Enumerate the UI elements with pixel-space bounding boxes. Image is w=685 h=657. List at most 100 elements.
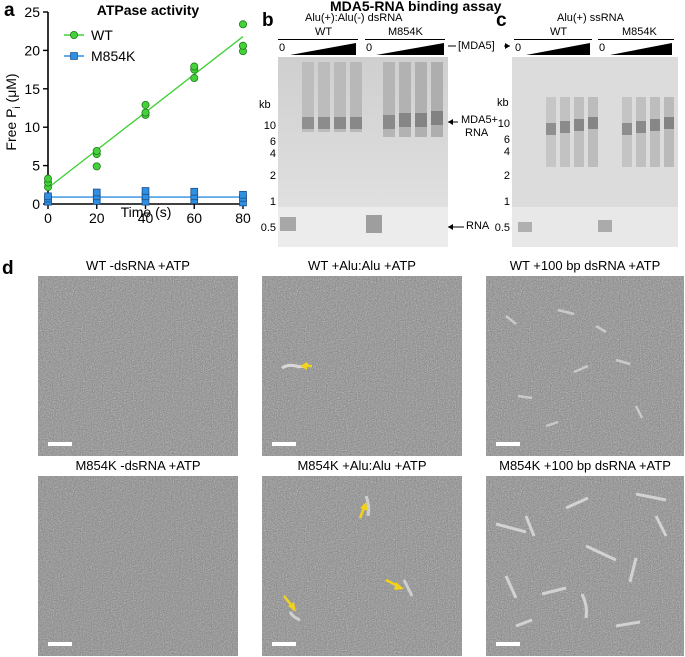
y-tick-label: 0 xyxy=(32,196,40,212)
scale-bar xyxy=(496,642,520,646)
y-tick-label: 20 xyxy=(24,42,40,58)
gel-c-marker-0.5: 0.5 xyxy=(494,222,510,234)
x-tick-label: 80 xyxy=(235,210,251,226)
short-filaments xyxy=(505,308,644,428)
x-tick-label: 20 xyxy=(89,210,105,226)
data-point-m854k xyxy=(92,188,101,197)
em-image-m854k-no-dsrna xyxy=(38,476,238,656)
data-point-wt xyxy=(44,174,53,183)
em-image-wt-alu-alu xyxy=(262,276,462,456)
em-title-m854k-100bp: M854K +100 bp dsRNA +ATP xyxy=(499,458,671,473)
panel-letter-c: c xyxy=(496,10,507,31)
y-axis-label: Free Pi (μM) xyxy=(3,73,23,150)
legend-marker xyxy=(70,30,79,39)
rna-label: RNA xyxy=(466,220,490,232)
data-point-wt xyxy=(92,162,101,171)
concentration-wedge-m854k xyxy=(376,43,444,55)
concentration-wedge-m854k xyxy=(610,43,672,55)
data-point-m854k xyxy=(239,190,247,199)
data-point-wt xyxy=(92,147,101,156)
legend-marker xyxy=(70,52,78,60)
data-point-wt xyxy=(190,62,199,71)
gel-b-marker-0.5: 0.5 xyxy=(260,222,276,234)
gel-b-group-m854k: M854K xyxy=(388,26,423,38)
yellow-arrows xyxy=(283,502,404,612)
y-axis-label-sub: i xyxy=(12,106,23,108)
x-tick-label: 60 xyxy=(186,210,202,226)
em-image-wt-no-dsrna xyxy=(38,276,238,456)
data-point-wt xyxy=(190,74,199,83)
gel-b-marker-4: 4 xyxy=(269,148,276,160)
em-title-m854k-no-dsrna: M854K -dsRNA +ATP xyxy=(75,458,201,473)
data-point-m854k xyxy=(44,192,52,201)
scale-bar xyxy=(48,442,72,446)
x-tick-label: 0 xyxy=(44,210,52,226)
gel-b-marker-10: 10 xyxy=(263,120,276,132)
gel-c-m854k-underline xyxy=(598,39,674,40)
chart-axes: 0 5 10 15 20 25 0 20 40 60 80 xyxy=(24,4,251,226)
data-point-m854k xyxy=(141,187,150,195)
concentration-wedge-wt xyxy=(526,43,590,55)
gel-b-m854k-underline xyxy=(365,39,445,40)
yellow-arrow-head-icon xyxy=(394,582,404,590)
gel-b-image xyxy=(278,57,448,247)
em-image-wt-100bp xyxy=(486,276,684,456)
scale-bar xyxy=(48,642,72,646)
yellow-arrow-head-icon xyxy=(288,602,296,612)
y-tick-label: 15 xyxy=(24,81,40,97)
data-point-wt xyxy=(238,41,247,50)
complex-label-line2: RNA xyxy=(465,127,489,139)
gel-b-marker-2: 2 xyxy=(269,170,276,182)
gel-b-right-arrows xyxy=(448,43,510,230)
mda5-concentration-label: [MDA5] xyxy=(458,40,495,52)
gel-b-marker-1: 1 xyxy=(269,196,276,208)
gel-b-concentration-wedges xyxy=(290,43,444,55)
em-image-m854k-alu-alu xyxy=(262,476,462,656)
em-title-wt-100bp: WT +100 bp dsRNA +ATP xyxy=(509,258,661,273)
gel-b-kb-label: kb xyxy=(259,99,271,111)
gel-b-zero-wt: 0 xyxy=(279,42,286,54)
yellow-arrow-head-icon xyxy=(300,362,307,370)
legend-label-wt: WT xyxy=(91,27,113,43)
gel-c-group-m854k: M854K xyxy=(622,26,657,38)
y-tick-label: 10 xyxy=(24,119,40,135)
data-points xyxy=(44,20,247,207)
gel-c-marker-1: 1 xyxy=(503,196,510,208)
yellow-arrow-head-icon xyxy=(360,502,368,511)
gel-c-marker-6: 6 xyxy=(503,134,510,146)
concentration-wedge-wt xyxy=(290,43,356,55)
gel-c-marker-2: 2 xyxy=(503,170,510,182)
data-point-wt xyxy=(238,20,247,29)
scale-bar xyxy=(272,642,296,646)
long-filaments xyxy=(495,492,668,628)
gel-c-group-wt: WT xyxy=(550,26,568,38)
gel-c-concentration-wedges xyxy=(526,43,672,55)
complex-label-line1: MDA5+ xyxy=(461,114,498,126)
data-point-wt xyxy=(141,108,150,117)
em-title-wt-alu-alu: WT +Alu:Alu +ATP xyxy=(308,258,416,273)
data-point-m854k xyxy=(190,187,199,196)
filament-shape xyxy=(364,495,371,517)
yellow-arrow-icon xyxy=(358,507,366,519)
gel-b-subtitle: Alu(+):Alu(-) dsRNA xyxy=(305,12,403,24)
legend-label-m854k: M854K xyxy=(91,48,136,64)
gel-c-zero-m854k: 0 xyxy=(599,42,606,54)
em-title-m854k-alu-alu: M854K +Alu:Alu +ATP xyxy=(297,458,427,473)
gel-b-marker-6: 6 xyxy=(269,136,276,148)
data-point-wt xyxy=(141,100,150,109)
atpase-chart: ATPase activity 0 5 10 15 20 25 0 20 40 60 80 WT M8… xyxy=(3,2,251,226)
gel-b-group-wt: WT xyxy=(315,26,333,38)
y-tick-label: 25 xyxy=(24,4,40,20)
assay-title: MDA5-RNA binding assay xyxy=(330,0,502,14)
gel-b-zero-m854k: 0 xyxy=(366,42,373,54)
gel-c-zero-wt: 0 xyxy=(515,42,522,54)
panel-letter-d: d xyxy=(2,258,14,279)
y-axis-label-main: Free P xyxy=(3,109,19,151)
panel-letter-b: b xyxy=(262,10,274,31)
gel-c-lanes xyxy=(512,57,678,247)
chart-title: ATPase activity xyxy=(97,2,200,18)
gel-c-marker-4: 4 xyxy=(503,146,510,158)
filament-shape xyxy=(402,579,414,597)
scale-bar xyxy=(496,442,520,446)
legend: WT M854K xyxy=(64,27,136,64)
